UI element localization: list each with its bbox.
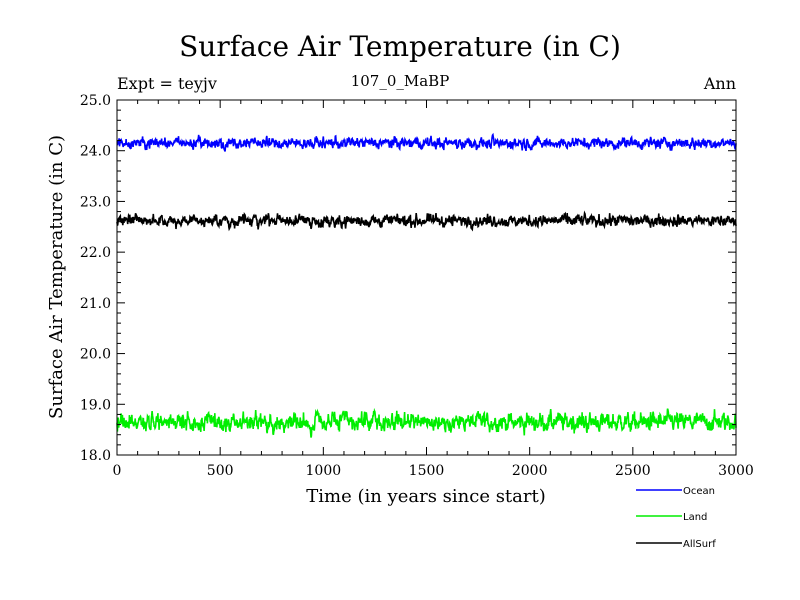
y-tick-label: 21.0 <box>80 296 111 312</box>
x-tick-label: 0 <box>113 463 122 479</box>
y-tick-label: 24.0 <box>80 144 111 160</box>
series-line-allsurf <box>116 210 737 232</box>
experiment-label: Expt = teyjv <box>117 74 217 93</box>
season-label: Ann <box>703 74 736 93</box>
x-tick-label: 1500 <box>409 463 445 479</box>
ticks-layer: 0 500 1000 1500 2000 2500 3000 18.0 19.0 20.0 21.0… <box>80 93 754 479</box>
chart-title: Surface Air Temperature (in C) <box>179 30 621 63</box>
y-tick-label: 19.0 <box>80 397 111 413</box>
chart-subtitle: 107_0_MaBP <box>350 72 450 90</box>
x-tick-label: 3000 <box>718 463 754 479</box>
x-tick-label: 1000 <box>306 463 342 479</box>
legend-label-land: Land <box>683 512 707 523</box>
y-axis-label: Surface Air Temperature (in C) <box>46 135 67 419</box>
x-tick-label: 500 <box>207 463 234 479</box>
y-tick-label: 25.0 <box>80 93 111 109</box>
plot-frame <box>116 99 737 456</box>
legend: Ocean Land AllSurf <box>636 486 716 550</box>
y-tick-label: 23.0 <box>80 194 111 210</box>
legend-label-allsurf: AllSurf <box>683 539 716 550</box>
series-layer <box>116 132 737 438</box>
legend-label-ocean: Ocean <box>683 486 715 497</box>
series-line-ocean <box>116 132 737 152</box>
series-line-land <box>116 407 737 438</box>
x-tick-label: 2000 <box>512 463 548 479</box>
y-tick-label: 20.0 <box>80 347 111 363</box>
y-tick-label: 22.0 <box>80 245 111 261</box>
x-axis-label: Time (in years since start) <box>306 486 546 507</box>
y-tick-label: 18.0 <box>80 448 111 464</box>
x-tick-label: 2500 <box>615 463 651 479</box>
